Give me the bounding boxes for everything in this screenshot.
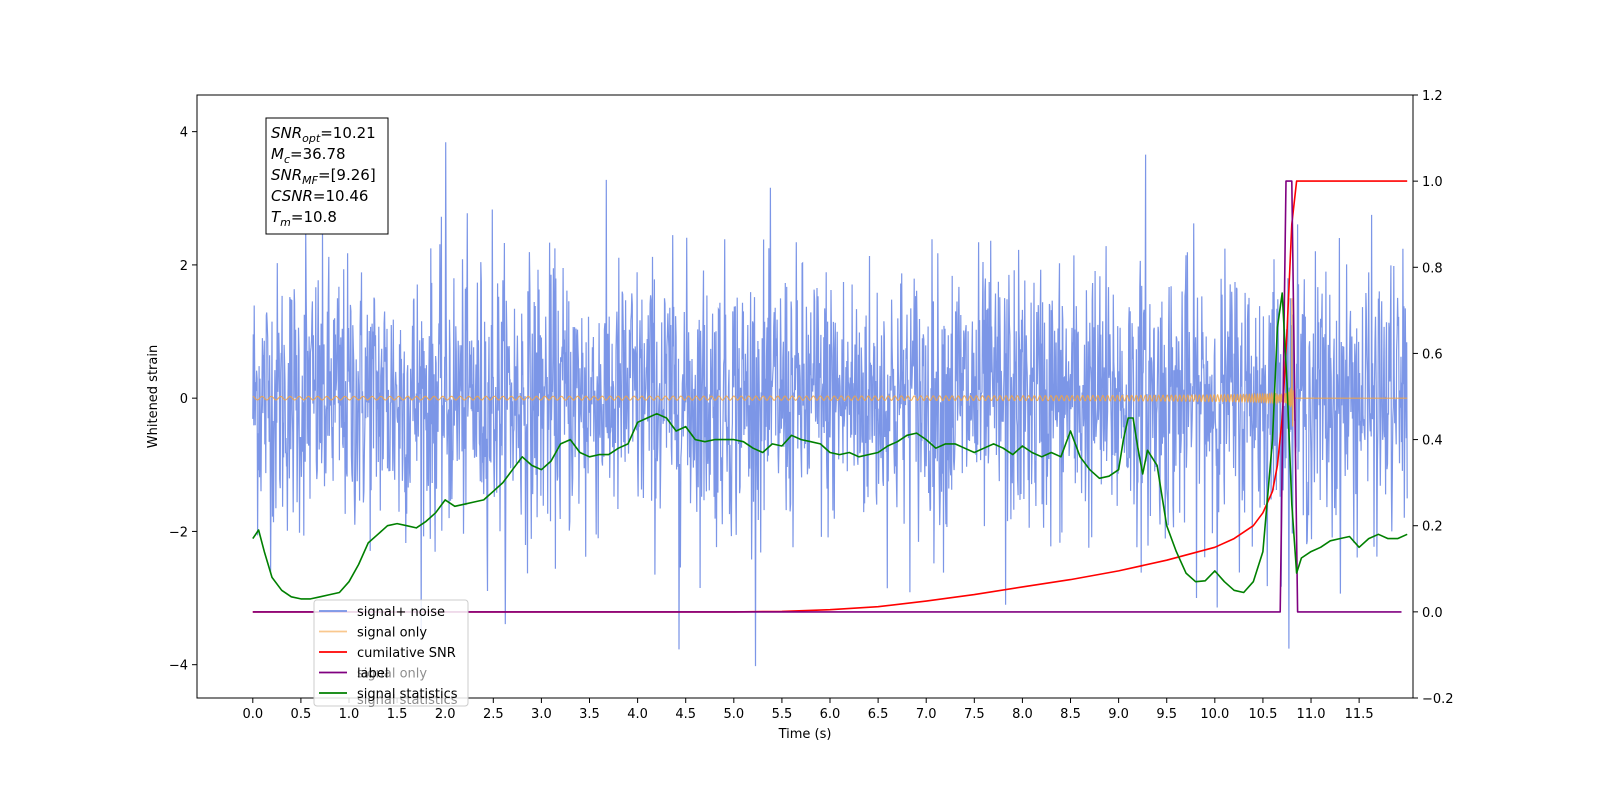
signal-only-line [252, 298, 1408, 427]
x-tick-label: 7.5 [964, 707, 985, 722]
annotation-sub: m [280, 216, 291, 229]
y-axis-left-label: Whitened strain [146, 345, 161, 448]
annotation-value: =[9.26] [318, 166, 376, 184]
x-tick-label: 6.0 [820, 707, 841, 722]
x-tick-label: 8.5 [1060, 707, 1081, 722]
plot-frame [196, 94, 1414, 699]
annotation-var: SNR [271, 124, 302, 142]
annotation-sub: MF [302, 174, 318, 187]
annotation-value: =10.8 [291, 208, 337, 226]
y-right-tick-label: 1.0 [1422, 175, 1443, 190]
y-right-tick-label: 1.2 [1422, 89, 1443, 104]
annotation-value: =10.21 [320, 124, 376, 142]
legend-item-label: cumilative SNR [357, 646, 456, 661]
legend: signal+ noise signal only cumilative SNR la… [313, 599, 469, 708]
legend-item-label: signal statistics [357, 687, 458, 702]
annotation-box: SNRopt=10.21Mc=36.78SNRMF=[9.26]CSNR=10.… [265, 117, 389, 235]
x-tick-label: 2.0 [435, 707, 456, 722]
y-right-tick-label: 0.4 [1422, 434, 1443, 449]
annotation-line: SNRopt=10.21 [271, 124, 376, 145]
annotation-sub: c [284, 153, 290, 166]
annotation-var: M [271, 145, 284, 163]
y-left-tick-label: 0 [180, 392, 188, 407]
x-tick-label: 2.5 [483, 707, 504, 722]
legend-ghost-label: signal only [357, 667, 427, 682]
signal-plus-noise-series [252, 142, 1408, 667]
annotation-sub: opt [302, 132, 321, 145]
x-tick-label: 8.0 [1012, 707, 1033, 722]
annotation-line: Mc=36.78 [271, 145, 346, 166]
signal-statistics-line [252, 292, 1408, 600]
annotation-line: SNRMF=[9.26] [271, 166, 376, 187]
x-tick-label: 1.0 [339, 707, 360, 722]
x-tick-label: 6.5 [868, 707, 889, 722]
annotation-value: =36.78 [290, 145, 346, 163]
x-tick-label: 5.5 [772, 707, 793, 722]
annotation-box-frame [265, 117, 389, 235]
x-tick-label: 4.5 [675, 707, 696, 722]
annotation-line: CSNR=10.46 [271, 187, 368, 205]
x-tick-label: 10.0 [1200, 707, 1229, 722]
x-axis-label: Time (s) [778, 727, 832, 742]
y-left-tick-label: −4 [169, 659, 188, 674]
x-tick-label: 9.0 [1108, 707, 1129, 722]
x-tick-label: 3.0 [531, 707, 552, 722]
signal-plus-noise-line [252, 142, 1408, 667]
x-tick-label: 4.0 [627, 707, 648, 722]
x-tick-label: 7.0 [916, 707, 937, 722]
legend-frame [313, 599, 469, 707]
y-right-tick-label: −0.2 [1422, 692, 1454, 707]
x-tick-label: 11.5 [1345, 707, 1374, 722]
y-left-tick-label: 2 [180, 259, 188, 274]
annotation-var: T [271, 208, 282, 226]
y-right-tick-label: 0.8 [1422, 261, 1443, 276]
annotation-var: CSNR [271, 187, 313, 205]
x-tick-label: 11.0 [1297, 707, 1326, 722]
legend-item-label: signal only [357, 626, 427, 641]
legend-item-label: label [357, 667, 388, 682]
x-tick-label: 1.5 [387, 707, 408, 722]
annotation-value: =10.46 [313, 187, 369, 205]
annotation-line: Tm=10.8 [271, 208, 337, 229]
y-left-tick-label: −2 [169, 525, 188, 540]
annotation-var: SNR [271, 166, 302, 184]
y-right-tick-label: 0.0 [1422, 606, 1443, 621]
x-tick-label: 5.0 [723, 707, 744, 722]
legend-item-label: signal+ noise [357, 605, 445, 620]
y-axis-left: −4 −2 0 2 4 [169, 126, 197, 674]
x-axis: 0.0 0.5 1.0 1.5 2.0 2.5 3.0 3.5 4.0 4.5 5.0 5.5 6.0 6… [242, 698, 1374, 722]
signal-only-series [252, 298, 1408, 427]
x-tick-label: 9.5 [1156, 707, 1177, 722]
right-axis-series [252, 180, 1408, 613]
legend-ghost-label: signal statistics [357, 693, 458, 708]
x-tick-label: 0.0 [242, 707, 263, 722]
y-axis-right: −0.2 0.0 0.2 0.4 0.6 0.8 1.0 1.2 [1413, 89, 1454, 707]
y-left-tick-label: 4 [180, 126, 188, 141]
label-line [252, 180, 1402, 613]
y-right-tick-label: 0.2 [1422, 520, 1443, 535]
y-right-tick-label: 0.6 [1422, 347, 1443, 362]
x-tick-label: 0.5 [291, 707, 312, 722]
x-tick-label: 3.5 [579, 707, 600, 722]
x-tick-label: 10.5 [1248, 707, 1277, 722]
